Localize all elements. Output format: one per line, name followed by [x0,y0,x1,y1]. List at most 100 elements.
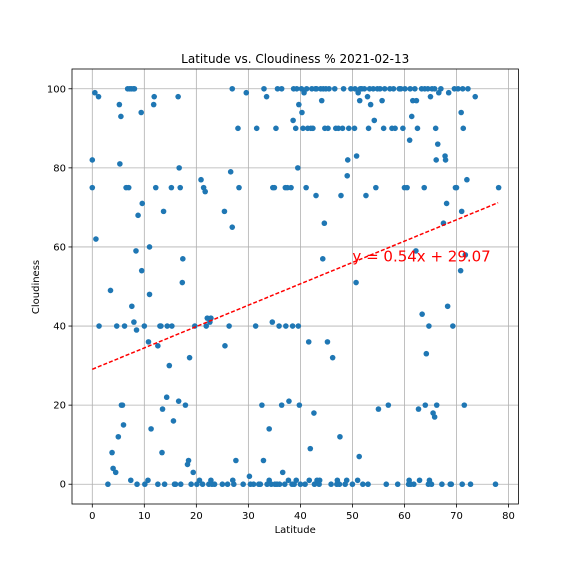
data-point [227,169,234,175]
x-tick-label: 60 [398,511,411,522]
data-point [303,184,309,191]
data-point [288,184,294,191]
data-point [176,165,182,171]
data-point [160,208,167,215]
data-point [349,481,356,488]
data-point [159,406,166,412]
data-point [459,481,466,488]
data-point [438,85,444,92]
plot-frame [71,68,519,505]
data-point [138,267,145,274]
data-point [408,113,415,120]
data-point [444,303,451,310]
data-point [133,327,140,333]
data-point [426,323,432,329]
data-point [385,402,392,408]
data-point [150,101,157,108]
data-point [188,481,194,488]
data-point [406,137,413,143]
data-point [177,184,184,191]
data-point [246,473,253,480]
data-point [311,410,317,416]
data-point [92,89,98,96]
data-point [324,339,331,345]
data-point [229,224,236,230]
data-point [119,402,126,408]
data-point [381,85,388,92]
data-point [363,192,369,199]
data-point [337,433,343,440]
data-point [305,339,312,345]
data-point [141,323,148,329]
data-point [321,220,328,227]
data-point [276,323,282,329]
data-point [133,248,139,254]
data-point [252,323,259,329]
data-point [340,85,347,92]
data-point [370,85,377,92]
data-point [379,97,385,104]
data-point [348,85,354,92]
x-tick-label: 20 [190,511,203,522]
data-point [421,184,428,191]
data-point [211,481,218,488]
data-point [112,469,119,476]
data-point [353,279,359,286]
y-axis-label: Cloudiness [31,260,42,314]
data-point [243,89,250,96]
data-point [175,93,181,100]
data-point [416,477,423,484]
data-point [377,85,383,92]
data-point [158,323,164,329]
y-tick-label: 60 [53,242,66,253]
data-point [383,481,390,488]
data-point [219,481,226,488]
x-axis-label: Latitude [275,525,316,536]
data-point [303,85,310,92]
data-point [433,157,439,163]
data-point [120,422,127,428]
data-point [113,323,120,329]
data-point [221,208,228,215]
data-point [329,354,336,361]
data-point [240,481,246,488]
data-point [302,481,308,488]
data-point [131,85,138,92]
data-point [115,433,122,440]
data-point [458,109,464,116]
data-point [351,125,358,132]
data-point [105,481,111,488]
data-point [360,481,366,488]
data-point [95,93,102,100]
data-point [96,323,102,329]
data-point [407,85,413,92]
data-point [226,323,232,329]
data-point [448,481,455,488]
data-point [297,481,304,488]
data-point [253,125,260,132]
data-point [177,481,184,488]
x-tick-label: 10 [138,511,151,522]
data-point [318,97,325,104]
regression-line [92,202,499,370]
data-point [199,481,206,488]
data-point [450,323,456,329]
data-point [465,85,471,92]
data-point [269,319,276,325]
data-point [278,402,285,408]
data-point [343,477,350,484]
data-point [127,477,134,484]
data-point [236,184,242,191]
data-point [298,85,305,92]
y-tick-label: 20 [53,401,66,412]
data-point [411,481,417,488]
data-point [224,481,231,488]
data-point [125,184,132,191]
data-point [464,176,470,183]
data-point [138,109,144,116]
data-point [371,117,378,124]
data-point [458,208,465,215]
data-point [163,394,170,401]
data-point [263,93,270,100]
